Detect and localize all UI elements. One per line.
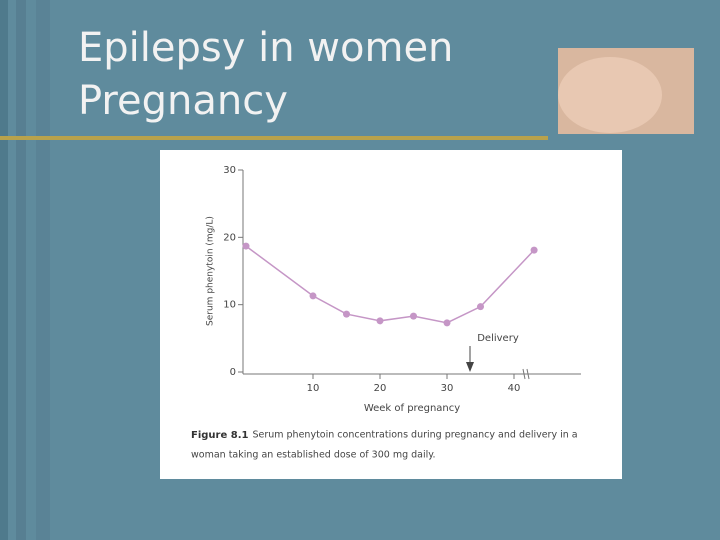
x-tick-label: 40 xyxy=(508,383,521,394)
stripe xyxy=(0,0,8,540)
chart-image xyxy=(160,150,622,479)
annotation: Delivery xyxy=(477,333,519,344)
axis-break xyxy=(522,368,530,380)
title-rule xyxy=(0,136,548,140)
data-point xyxy=(477,303,484,311)
stripe xyxy=(16,0,26,540)
data-point xyxy=(410,312,417,320)
data-point xyxy=(530,246,538,254)
x-tick-label: 10 xyxy=(307,383,320,394)
x-tick-label: 30 xyxy=(441,383,454,394)
y-tick-label: 0 xyxy=(230,367,236,378)
data-point xyxy=(309,292,317,300)
y-tick-label: 30 xyxy=(223,165,236,176)
data-point xyxy=(343,310,350,318)
data-point xyxy=(242,242,250,250)
caption-line: Serum phenytoin concentrations during pr… xyxy=(252,430,577,441)
y-tick-label: 20 xyxy=(223,232,236,243)
series-line xyxy=(245,245,535,324)
slide-title: Epilepsy in women xyxy=(78,25,453,71)
x-tick-label: 20 xyxy=(374,383,387,394)
annotation-arrowhead xyxy=(466,362,474,372)
stripe xyxy=(36,0,50,540)
caption-label: Figure 8.1 xyxy=(191,430,248,441)
slide-title: Pregnancy xyxy=(78,78,288,124)
x-axis-label: Week of pregnancy xyxy=(364,403,460,414)
y-axis-label: Serum phenytoin (mg/L) xyxy=(206,216,216,326)
caption-line: woman taking an established dose of 300 … xyxy=(191,450,436,461)
y-tick-label: 10 xyxy=(223,300,236,311)
data-point xyxy=(376,317,384,325)
data-point xyxy=(443,319,451,327)
photo-detail xyxy=(558,57,662,133)
